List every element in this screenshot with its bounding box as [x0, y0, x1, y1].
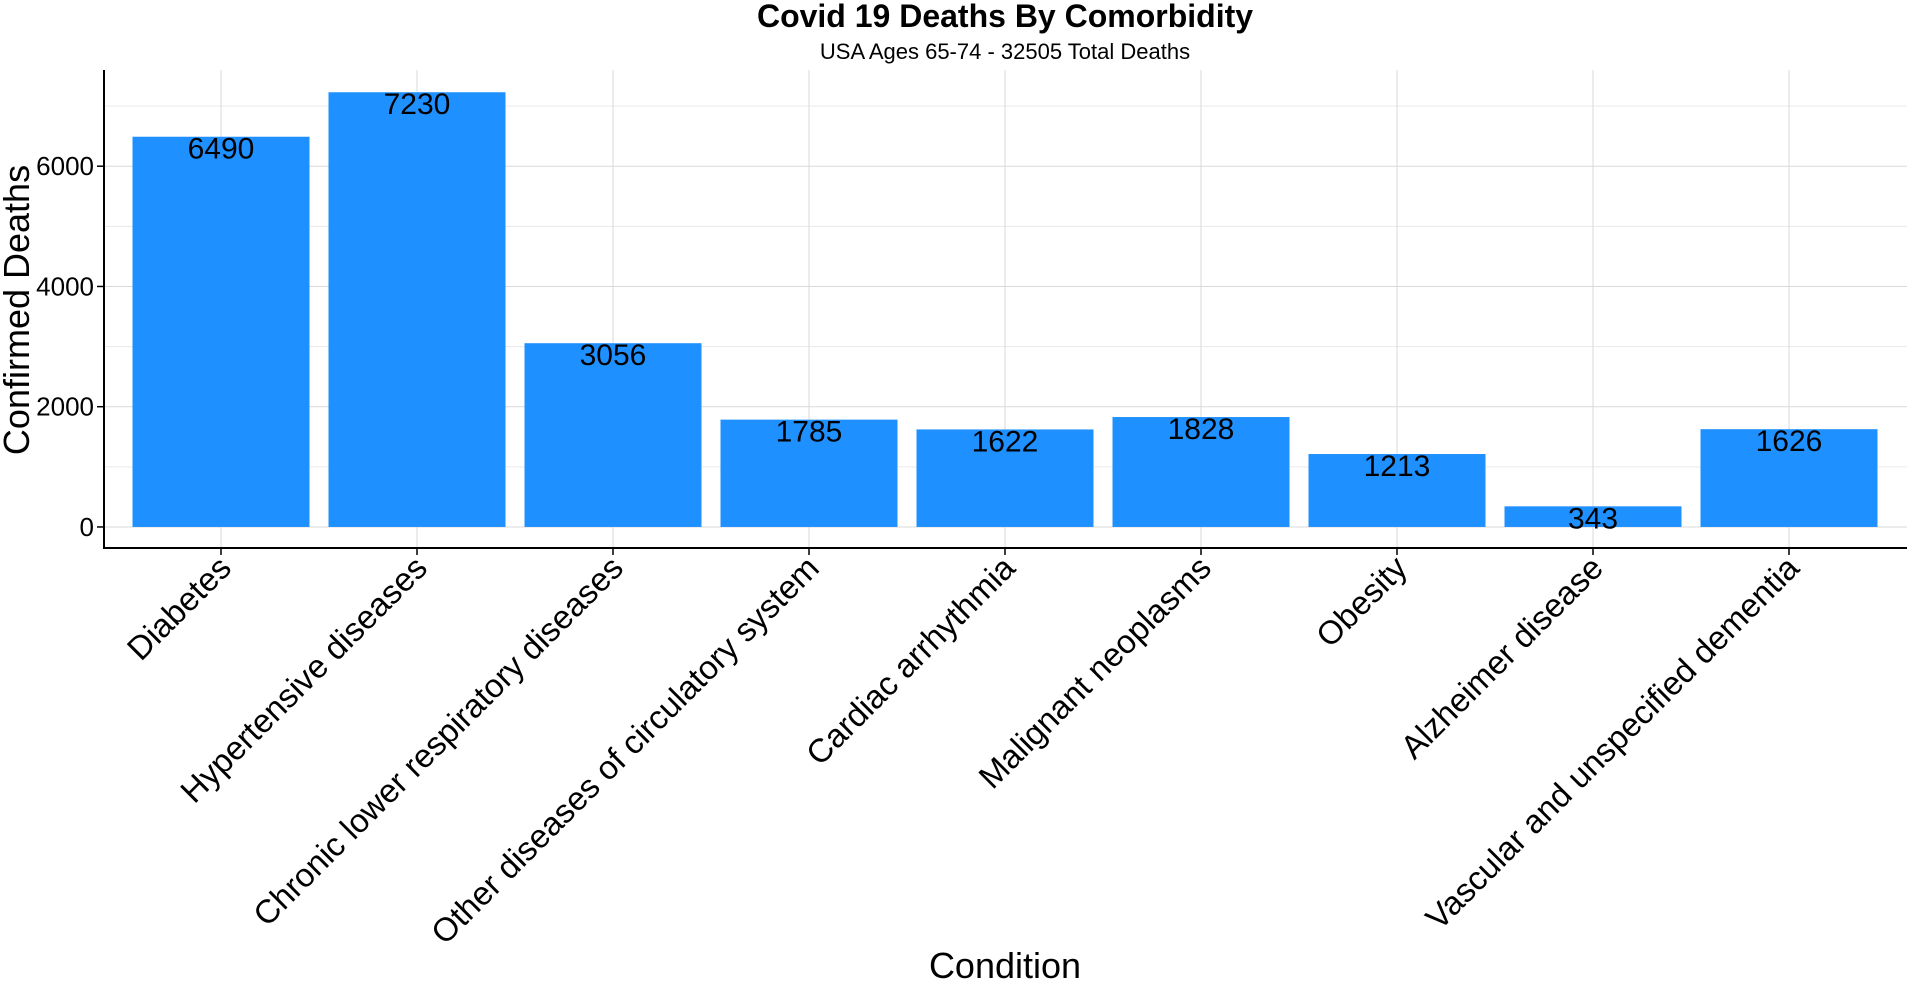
x-tick-label: Diabetes	[120, 549, 238, 667]
data-label: 1828	[1168, 413, 1235, 446]
x-tick-label: Other diseases of circulatory system	[424, 549, 826, 951]
x-tick-label: Obesity	[1309, 548, 1415, 654]
bar	[720, 419, 898, 527]
data-label: 1213	[1364, 450, 1431, 483]
bar	[1112, 417, 1290, 527]
y-tick-label: 0	[80, 512, 94, 542]
bar	[132, 136, 310, 527]
chart-title: Covid 19 Deaths By Comorbidity	[757, 0, 1253, 34]
bars	[132, 92, 1878, 527]
data-label: 1626	[1756, 425, 1823, 458]
bar	[916, 429, 1094, 527]
x-axis-title: Condition	[929, 945, 1081, 986]
bar	[328, 92, 506, 527]
x-tick-label: Chronic lower respiratory diseases	[246, 549, 630, 933]
x-tick-label: Vascular and unspecified dementia	[1418, 548, 1806, 936]
bar	[1308, 454, 1486, 527]
data-label: 6490	[188, 133, 255, 166]
bar	[524, 343, 702, 527]
data-label: 3056	[580, 339, 647, 372]
y-axis-title: Confirmed Deaths	[0, 165, 37, 455]
y-tick-label: 6000	[36, 151, 94, 181]
x-tick-label: Alzheimer disease	[1393, 549, 1610, 766]
x-tick-label: Cardiac arrhythmia	[799, 548, 1023, 772]
y-axis-ticks: 0 2000 4000 6000	[36, 151, 104, 542]
data-label: 1785	[776, 416, 843, 449]
chart-subtitle: USA Ages 65-74 - 32505 Total Deaths	[820, 39, 1190, 64]
data-label: 1622	[972, 425, 1039, 458]
y-tick-label: 2000	[36, 392, 94, 422]
data-labels: 6490 7230 3056 1785 1622 1828 1213 343 1626	[188, 88, 1823, 535]
y-tick-label: 4000	[36, 271, 94, 301]
data-label: 343	[1568, 502, 1618, 535]
bar	[1504, 506, 1682, 527]
data-label: 7230	[384, 88, 451, 121]
bar	[1700, 429, 1878, 527]
